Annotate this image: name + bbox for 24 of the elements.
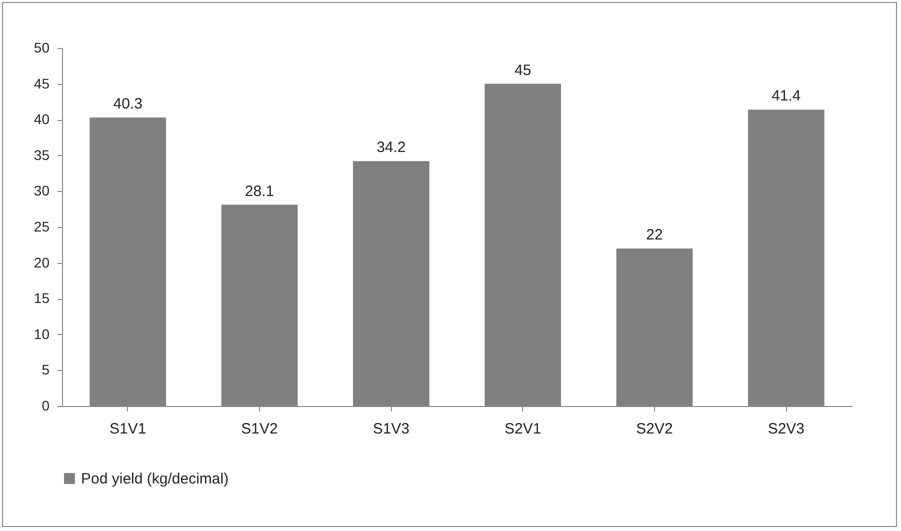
y-tick-label: 30 [34,182,50,199]
x-tick-label: S1V3 [372,420,410,438]
y-tick-label: 15 [34,290,50,306]
legend-label: Pod yield (kg/decimal) [81,470,229,488]
y-tick-label: 20 [34,254,50,270]
x-tick-label: S1V2 [241,420,278,438]
y-tick-label: 25 [34,218,50,234]
data-label: 45 [514,62,532,79]
y-tick-label: 35 [34,146,50,163]
x-tick-label: S2V1 [504,420,542,438]
data-label: 22 [646,226,663,244]
data-label: 28.1 [244,182,274,200]
data-label: 34.2 [376,139,406,156]
y-tick-label: 10 [34,326,50,342]
x-tick-label: S2V2 [636,420,673,438]
x-tick-label: S1V1 [109,420,146,438]
data-label: 40.3 [113,95,142,112]
y-tick-label: 45 [34,75,50,92]
y-tick-label: 50 [34,40,50,56]
data-label: 41.4 [772,88,801,105]
y-tick-label: 40 [34,111,50,128]
y-tick-label: 5 [42,362,50,378]
x-tick-label: S2V3 [768,420,805,438]
y-tick-label: 0 [42,398,50,414]
